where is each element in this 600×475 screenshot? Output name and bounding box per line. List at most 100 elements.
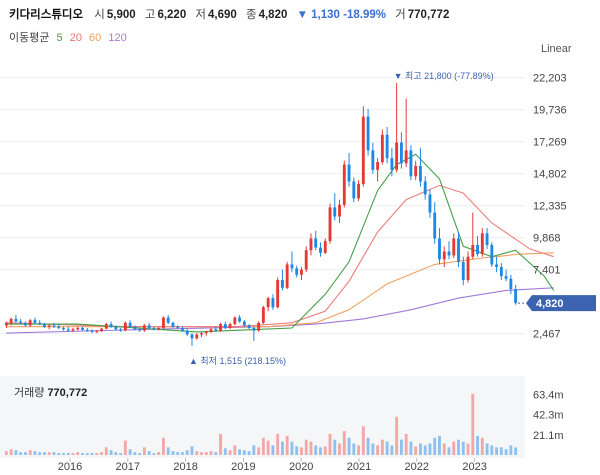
candle-body [309, 238, 313, 251]
volume-bar [461, 441, 465, 455]
volume-bar [252, 445, 256, 455]
y-tick-label: 7,401 [533, 265, 561, 277]
candle-body [495, 264, 499, 268]
open-value: 5,900 [106, 9, 136, 21]
x-tick-label: 2021 [347, 461, 371, 473]
moving-average-legend[interactable]: 이동평균 5 20 60 120 [9, 30, 127, 46]
volume-bar [233, 445, 237, 455]
scale-toggle-button[interactable]: Linear [541, 43, 572, 55]
volume-bar [76, 452, 80, 455]
candle-body [9, 318, 13, 323]
x-tick-label: 2020 [289, 461, 313, 473]
volume-bar [371, 443, 375, 455]
volume-bar [71, 453, 75, 455]
volume-label: 거 [395, 9, 406, 21]
volume-bar [66, 453, 70, 455]
candle-body [357, 184, 360, 199]
candle-body [376, 162, 380, 170]
candle-body [147, 325, 151, 328]
candle-body [280, 280, 284, 288]
volume-bar [100, 452, 103, 455]
volume-bar [323, 446, 327, 455]
volume-bar [23, 452, 27, 455]
volume-bar [109, 450, 113, 455]
volume-tick-label: 21.1m [533, 430, 564, 442]
high-annotation: ▼ 최고 21,800 (-77.89%) [394, 71, 494, 81]
candle-body [38, 322, 42, 325]
volume-bar [204, 452, 208, 455]
volume-value: 770,772 [407, 9, 450, 21]
volume-bar [128, 449, 132, 455]
y-tick-label: 17,269 [533, 137, 567, 149]
volume-bar [476, 435, 479, 455]
volume-bar [181, 452, 184, 455]
volume-bar [485, 443, 489, 455]
volume-bar [347, 437, 351, 455]
candle-body [399, 142, 403, 164]
volume-bar [409, 441, 413, 455]
volume-bar [57, 453, 61, 455]
candle-body [252, 327, 256, 331]
volume-bar [33, 451, 37, 455]
volume-bar [52, 452, 56, 455]
volume-bar [300, 447, 303, 455]
candle-body [328, 207, 332, 242]
candle-body [114, 326, 118, 330]
candle-body [452, 238, 456, 256]
volume-bar [452, 441, 456, 455]
price-header: 키다리스튜디오 시 5,900 고 6,220 저 4,690 종 4,820 ▼ 1,… [9, 6, 455, 24]
candle-body [476, 245, 479, 255]
ma-legend-title: 이동평균 [9, 32, 50, 44]
volume-bar [19, 452, 23, 455]
volume-bar [81, 453, 84, 455]
volume-bar [280, 441, 284, 455]
candle-body [85, 329, 89, 331]
high-label: 고 [144, 9, 156, 21]
ma5-legend: 5 [56, 32, 63, 44]
current-price-tag [526, 295, 596, 312]
ma20-legend: 20 [69, 32, 82, 44]
candle-body [233, 317, 237, 325]
candle-body [433, 212, 437, 239]
volume-bar [385, 441, 389, 455]
candle-body [52, 325, 56, 327]
candle-body [47, 325, 51, 327]
candle-body [366, 116, 370, 151]
candle-body [423, 181, 427, 195]
candle-body [238, 317, 242, 322]
current-price-label: 4,820 [536, 298, 564, 310]
candle-body [314, 238, 318, 248]
volume-bar [504, 449, 508, 455]
candle-body [271, 298, 275, 308]
volume-bar [171, 451, 175, 455]
volume-bar [295, 446, 299, 455]
volume-bar [14, 450, 18, 455]
volume-bar [190, 446, 194, 455]
candle-body [461, 261, 465, 280]
volume-bar [399, 439, 403, 455]
ma60-line [6, 252, 554, 328]
volume-bar [319, 447, 322, 455]
candle-body [447, 251, 451, 256]
candle-body [109, 324, 113, 327]
candle-body [509, 278, 513, 290]
volume-bars [4, 393, 518, 455]
candle-body [319, 247, 322, 253]
candle-body [81, 327, 84, 330]
volume-bar [147, 451, 151, 455]
volume-bar [514, 447, 518, 455]
candle-body [195, 334, 199, 339]
candle-body [204, 331, 208, 334]
candle-body [71, 329, 75, 331]
candle-body [466, 256, 470, 280]
volume-bar [152, 453, 156, 455]
candle-body [380, 134, 384, 163]
volume-bar [195, 451, 199, 455]
candle-body [300, 269, 303, 275]
volume-bar [185, 450, 189, 455]
candle-body [390, 158, 394, 170]
candle-body [214, 329, 218, 331]
y-tick-label: 14,802 [533, 169, 567, 181]
candle-body [176, 326, 180, 328]
